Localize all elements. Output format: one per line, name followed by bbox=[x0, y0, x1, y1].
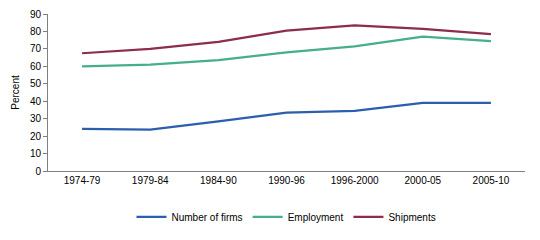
svg-text:20: 20 bbox=[30, 131, 42, 142]
svg-text:1996-2000: 1996-2000 bbox=[331, 175, 379, 186]
svg-text:70: 70 bbox=[30, 43, 42, 54]
svg-text:Employment: Employment bbox=[288, 212, 344, 223]
svg-text:40: 40 bbox=[30, 96, 42, 107]
svg-text:1984-90: 1984-90 bbox=[200, 175, 237, 186]
svg-text:Shipments: Shipments bbox=[388, 212, 435, 223]
svg-text:80: 80 bbox=[30, 26, 42, 37]
svg-text:2000-05: 2000-05 bbox=[404, 175, 441, 186]
svg-text:30: 30 bbox=[30, 113, 42, 124]
svg-text:90: 90 bbox=[30, 9, 42, 20]
svg-text:1974-79: 1974-79 bbox=[64, 175, 101, 186]
svg-text:Number of firms: Number of firms bbox=[172, 212, 243, 223]
svg-text:1990-96: 1990-96 bbox=[268, 175, 305, 186]
svg-text:50: 50 bbox=[30, 78, 42, 89]
svg-text:1979-84: 1979-84 bbox=[132, 175, 169, 186]
svg-text:0: 0 bbox=[35, 166, 41, 177]
svg-text:10: 10 bbox=[30, 148, 42, 159]
svg-text:60: 60 bbox=[30, 61, 42, 72]
svg-text:2005-10: 2005-10 bbox=[473, 175, 510, 186]
svg-text:Percent: Percent bbox=[10, 75, 21, 110]
